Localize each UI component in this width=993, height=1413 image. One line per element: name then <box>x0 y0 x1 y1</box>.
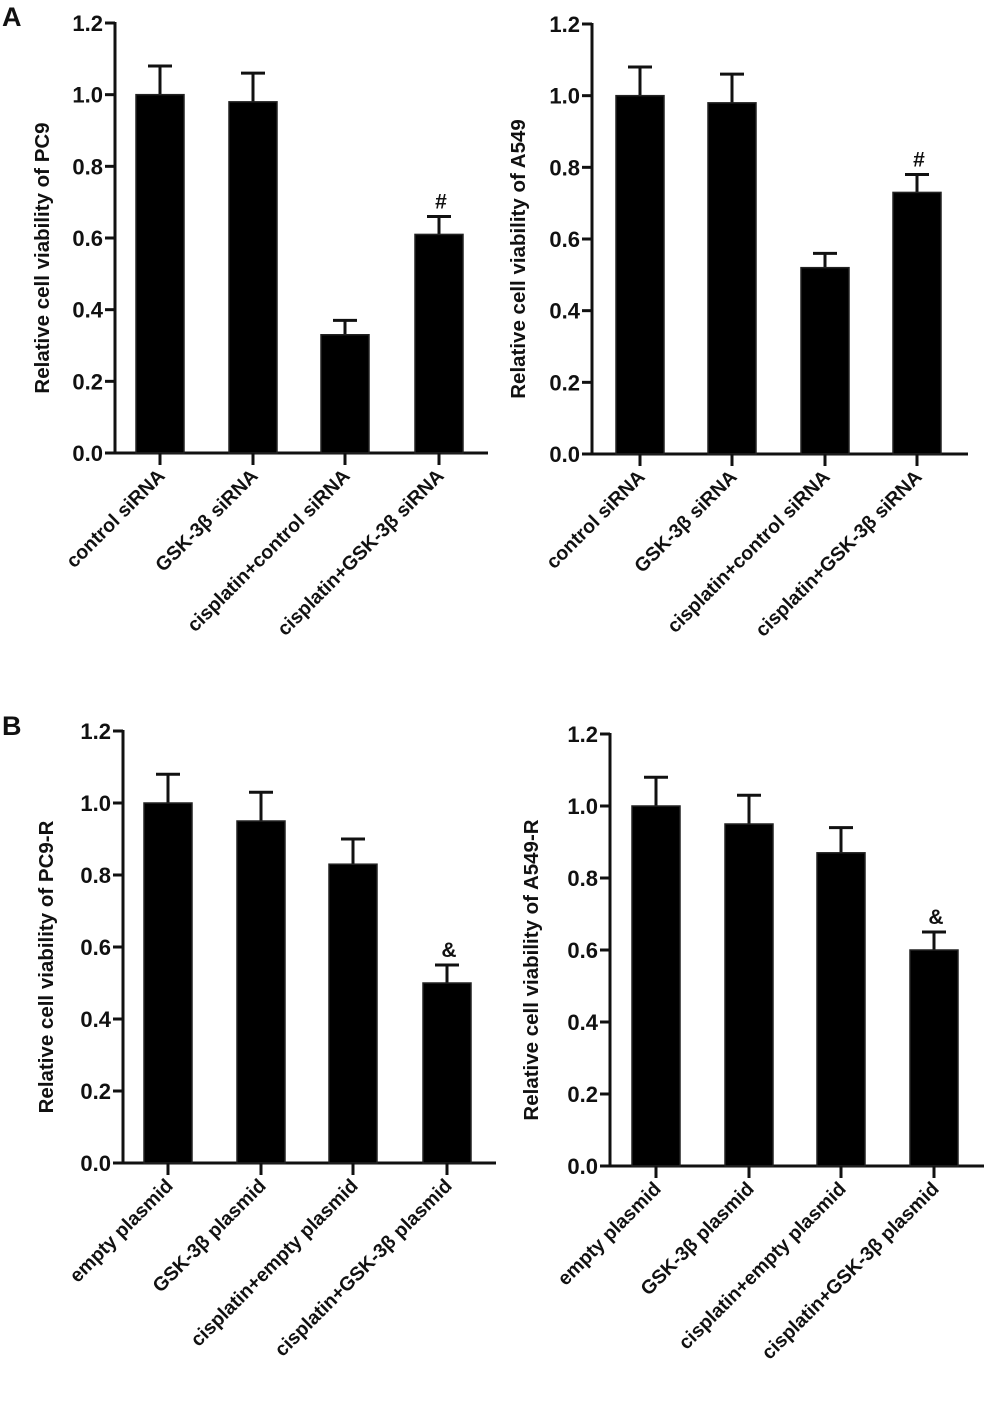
bar <box>800 266 850 455</box>
bar <box>816 852 866 1167</box>
bar <box>236 820 286 1164</box>
chart-pc9-r: 0.0 0.2 0.4 0.6 0.8 1.0 1.2 Relative cell viabi… <box>35 719 496 1361</box>
bar <box>135 93 185 454</box>
y-tick-label: 1.2 <box>80 719 111 744</box>
y-tick-label: 0.4 <box>549 299 580 324</box>
x-category-label: control siRNA <box>62 465 169 572</box>
panel-letter-b: B <box>2 711 22 741</box>
x-category-label: cisplatin+control siRNA <box>663 466 834 637</box>
y-tick-label: 1.0 <box>549 84 580 109</box>
significance-marker: & <box>928 906 943 929</box>
y-tick-label: 1.0 <box>80 791 111 816</box>
bar <box>892 191 942 455</box>
x-category-label: cisplatin+GSK-3β siRNA <box>273 465 448 640</box>
y-tick-label: 0.4 <box>80 1007 111 1032</box>
chart-a549: 0.0 0.2 0.4 0.6 0.8 1.0 1.2 Relative cell viabi… <box>507 12 968 641</box>
bar <box>631 805 681 1167</box>
bar <box>320 334 370 454</box>
y-tick-label: 0.6 <box>80 935 111 960</box>
x-category-label: cisplatin+empty plasmid <box>186 1175 362 1351</box>
chart-a549-r: 0.0 0.2 0.4 0.6 0.8 1.0 1.2 Relative cell viabi… <box>520 722 984 1364</box>
x-category-label: cisplatin+empty plasmid <box>674 1178 850 1354</box>
bar <box>707 102 757 455</box>
y-tick-label: 0.6 <box>549 227 580 252</box>
panel-letter-a: A <box>2 2 22 32</box>
y-tick-label: 0.6 <box>567 938 598 963</box>
y-tick-label: 0.8 <box>80 863 111 888</box>
y-tick-label: 0.2 <box>72 369 103 394</box>
y-tick-label: 1.0 <box>567 794 598 819</box>
x-category-label: cisplatin+GSK-3β siRNA <box>751 466 926 641</box>
x-category-label: cisplatin+GSK-3β plasmid <box>758 1178 944 1364</box>
significance-marker: & <box>441 939 456 962</box>
y-tick-label: 1.2 <box>72 11 103 36</box>
significance-marker: # <box>913 149 925 172</box>
y-axis-title: Relative cell viability of PC9-R <box>35 820 58 1113</box>
y-tick-label: 0.0 <box>72 441 103 466</box>
y-tick-label: 0.2 <box>549 370 580 395</box>
bar <box>143 802 193 1164</box>
chart-pc9: 0.0 0.2 0.4 0.6 0.8 1.0 1.2 Relative cell viabi… <box>31 11 488 640</box>
y-tick-label: 0.6 <box>72 226 103 251</box>
y-tick-label: 0.2 <box>80 1079 111 1104</box>
y-tick-label: 0.0 <box>549 442 580 467</box>
y-tick-label: 0.8 <box>567 866 598 891</box>
bar <box>615 94 665 455</box>
y-tick-label: 0.4 <box>567 1010 598 1035</box>
y-axis-title: Relative cell viability of A549 <box>507 119 530 399</box>
y-tick-label: 0.8 <box>549 155 580 180</box>
x-category-label: cisplatin+control siRNA <box>183 465 354 636</box>
y-tick-label: 1.0 <box>72 83 103 108</box>
y-axis-title: Relative cell viability of PC9 <box>31 122 54 393</box>
bar <box>228 101 278 454</box>
bar <box>328 863 378 1164</box>
bar <box>414 233 464 454</box>
bar <box>909 949 959 1167</box>
y-tick-label: 1.2 <box>567 722 598 747</box>
y-tick-label: 0.0 <box>80 1151 111 1176</box>
x-category-label: cisplatin+GSK-3β plasmid <box>271 1175 457 1361</box>
y-tick-label: 0.2 <box>567 1082 598 1107</box>
significance-marker: # <box>435 191 447 214</box>
bar <box>724 823 774 1167</box>
bar <box>422 982 472 1164</box>
y-tick-label: 0.4 <box>72 298 103 323</box>
y-axis-title: Relative cell viability of A549-R <box>520 819 543 1120</box>
y-tick-label: 1.2 <box>549 12 580 37</box>
y-tick-label: 0.8 <box>72 154 103 179</box>
y-tick-label: 0.0 <box>567 1154 598 1179</box>
